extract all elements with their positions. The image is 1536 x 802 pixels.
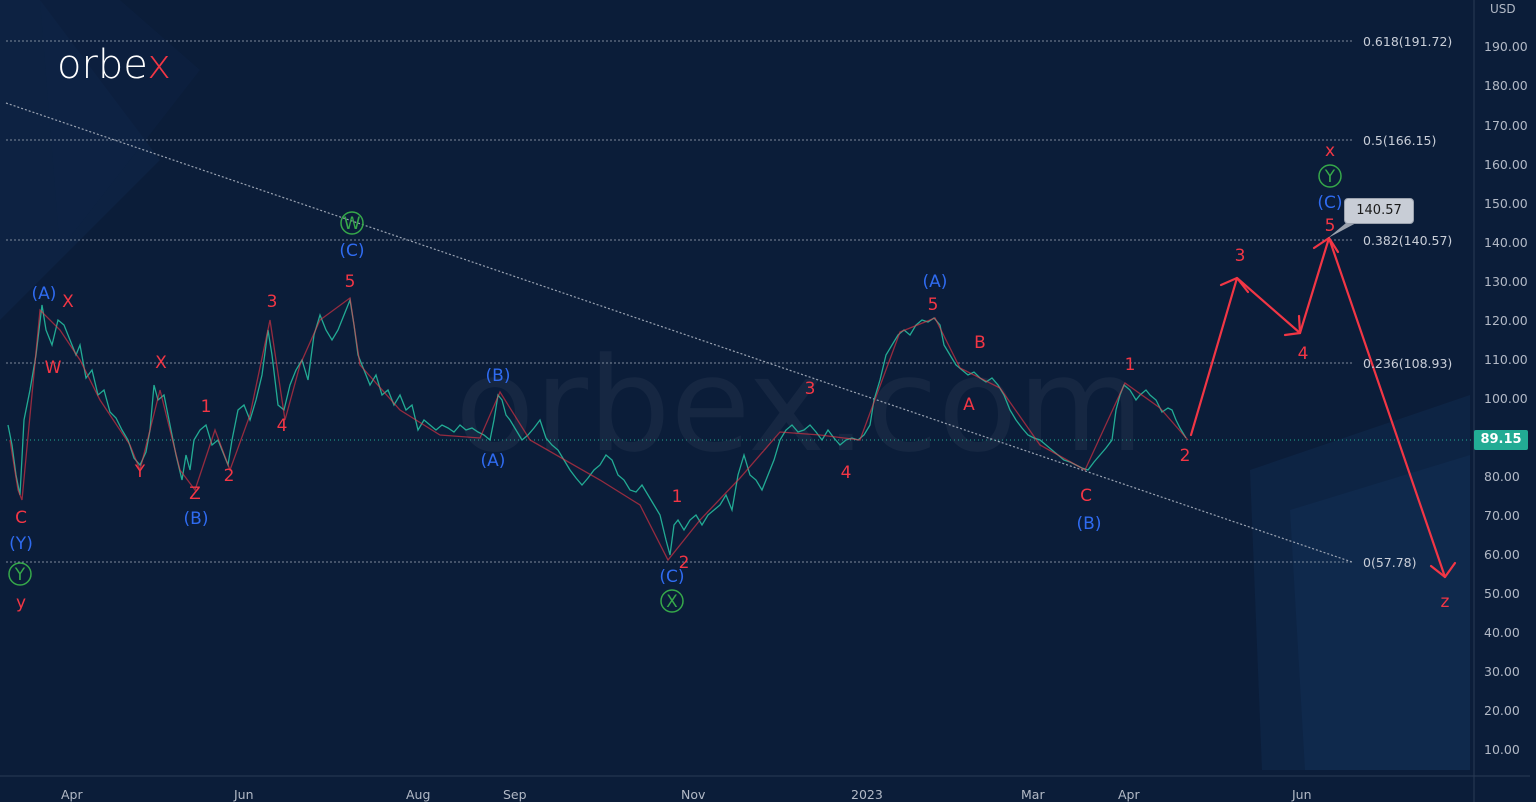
svg-text:(A): (A) <box>923 272 948 292</box>
svg-text:2: 2 <box>1180 446 1191 466</box>
svg-text:3: 3 <box>1235 246 1246 266</box>
svg-text:C: C <box>15 508 27 528</box>
svg-text:2: 2 <box>224 466 235 486</box>
svg-text:(C): (C) <box>1317 193 1342 213</box>
svg-text:(C): (C) <box>339 241 364 261</box>
svg-text:Sep: Sep <box>503 787 527 802</box>
svg-text:Apr: Apr <box>1118 787 1140 802</box>
price-series <box>7 296 1189 562</box>
svg-text:Y: Y <box>14 565 26 585</box>
svg-text:2023: 2023 <box>851 787 883 802</box>
svg-text:0.618(191.72): 0.618(191.72) <box>1363 34 1452 49</box>
svg-text:130.00: 130.00 <box>1484 274 1528 289</box>
svg-text:Y: Y <box>134 462 146 482</box>
svg-text:C: C <box>1080 486 1092 506</box>
svg-text:140.00: 140.00 <box>1484 235 1528 250</box>
svg-text:5: 5 <box>928 295 939 315</box>
svg-text:0.236(108.93): 0.236(108.93) <box>1363 356 1452 371</box>
svg-text:60.00: 60.00 <box>1484 547 1520 562</box>
svg-text:Y: Y <box>1324 167 1336 187</box>
svg-text:1: 1 <box>672 487 683 507</box>
svg-text:Jun: Jun <box>1291 787 1312 802</box>
svg-text:Apr: Apr <box>61 787 83 802</box>
svg-text:W: W <box>344 214 361 234</box>
time-axis[interactable]: Apr Jun Aug Sep Nov 2023 Mar Apr Jun <box>61 787 1312 802</box>
last-price-tag: 89.15 <box>1474 430 1528 450</box>
svg-text:1: 1 <box>1125 355 1136 375</box>
currency-label: USD <box>1490 2 1516 16</box>
svg-text:0.382(140.57): 0.382(140.57) <box>1363 233 1452 248</box>
svg-text:(B): (B) <box>1077 514 1102 534</box>
svg-text:5: 5 <box>345 272 356 292</box>
fib-labels: 0.618(191.72) 0.5(166.15) 0.382(140.57) … <box>1363 34 1452 570</box>
orbex-logo: orbex <box>57 40 171 90</box>
svg-text:(A): (A) <box>481 451 506 471</box>
svg-text:X: X <box>666 592 678 612</box>
svg-text:z: z <box>1441 592 1450 612</box>
svg-text:100.00: 100.00 <box>1484 391 1528 406</box>
svg-text:X: X <box>155 353 167 373</box>
svg-text:(A): (A) <box>32 284 57 304</box>
svg-text:120.00: 120.00 <box>1484 313 1528 328</box>
svg-text:X: X <box>62 292 74 312</box>
svg-text:5: 5 <box>1325 216 1336 236</box>
forecast-path[interactable] <box>1189 236 1457 579</box>
svg-text:B: B <box>974 333 986 353</box>
svg-text:A: A <box>963 395 975 415</box>
svg-text:Z: Z <box>189 484 201 504</box>
svg-text:4: 4 <box>277 416 288 436</box>
svg-text:0.5(166.15): 0.5(166.15) <box>1363 133 1436 148</box>
svg-text:150.00: 150.00 <box>1484 196 1528 211</box>
svg-text:(B): (B) <box>184 509 209 529</box>
svg-text:(C): (C) <box>659 567 684 587</box>
svg-text:190.00: 190.00 <box>1484 39 1528 54</box>
price-callout[interactable]: 140.57 <box>1344 198 1414 224</box>
svg-text:(Y): (Y) <box>9 534 33 554</box>
svg-text:3: 3 <box>267 292 278 312</box>
svg-text:1: 1 <box>201 397 212 417</box>
svg-text:(B): (B) <box>486 366 511 386</box>
svg-text:2: 2 <box>679 553 690 573</box>
svg-text:3: 3 <box>805 379 816 399</box>
svg-text:10.00: 10.00 <box>1484 742 1520 757</box>
svg-text:y: y <box>16 593 26 613</box>
trendline[interactable] <box>5 102 1353 563</box>
wave-labels: C (Y) Y y (A) X W X Y Z (B) 1 2 3 4 5 W … <box>8 141 1450 613</box>
price-axis[interactable]: 190.00 180.00 170.00 160.00 150.00 140.0… <box>1484 39 1528 757</box>
logo-text: orbe <box>57 42 148 88</box>
svg-text:Mar: Mar <box>1021 787 1045 802</box>
svg-text:30.00: 30.00 <box>1484 664 1520 679</box>
svg-text:50.00: 50.00 <box>1484 586 1520 601</box>
logo-accent: x <box>147 42 171 88</box>
svg-text:40.00: 40.00 <box>1484 625 1520 640</box>
svg-text:W: W <box>45 358 62 378</box>
svg-text:Jun: Jun <box>233 787 254 802</box>
svg-text:80.00: 80.00 <box>1484 469 1520 484</box>
svg-text:70.00: 70.00 <box>1484 508 1520 523</box>
svg-text:Aug: Aug <box>406 787 430 802</box>
svg-text:180.00: 180.00 <box>1484 78 1528 93</box>
svg-text:20.00: 20.00 <box>1484 703 1520 718</box>
svg-text:4: 4 <box>1298 344 1309 364</box>
svg-text:x: x <box>1325 141 1335 161</box>
svg-text:160.00: 160.00 <box>1484 157 1528 172</box>
svg-text:0(57.78): 0(57.78) <box>1363 555 1417 570</box>
svg-text:4: 4 <box>841 463 852 483</box>
svg-text:170.00: 170.00 <box>1484 118 1528 133</box>
svg-text:110.00: 110.00 <box>1484 352 1528 367</box>
svg-text:Nov: Nov <box>681 787 706 802</box>
watermark: orbex.com <box>455 329 1144 481</box>
fib-lines <box>6 40 1352 563</box>
